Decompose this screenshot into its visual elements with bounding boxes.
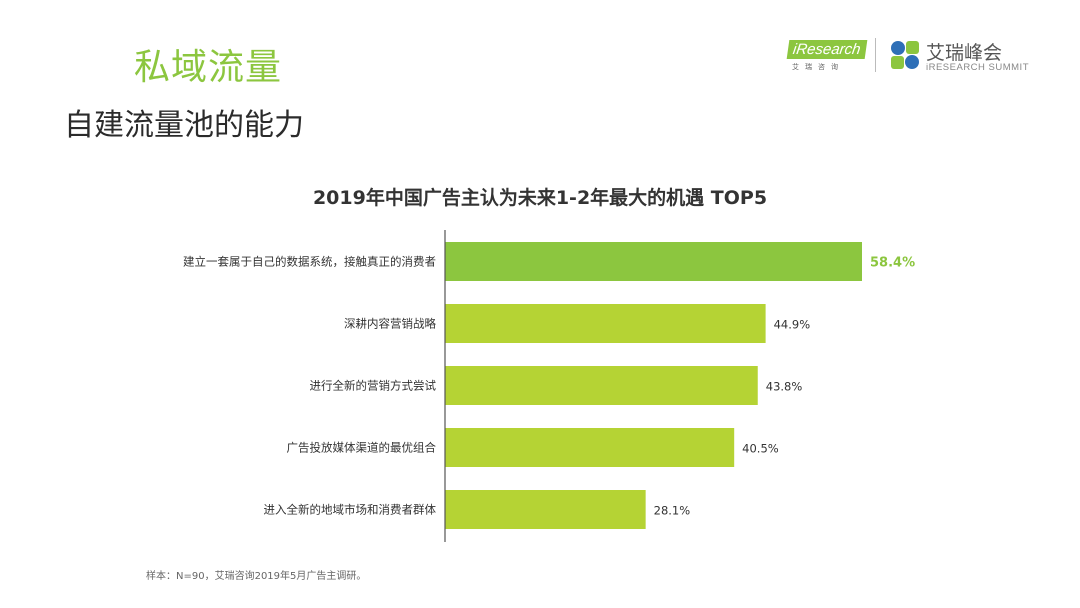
bar xyxy=(445,490,646,529)
footnote: 样本：N=90，艾瑞咨询2019年5月广告主调研。 xyxy=(146,571,367,582)
summit-logo-en: iRESEARCH SUMMIT xyxy=(926,62,1030,73)
bar xyxy=(445,304,766,343)
category-label: 深耕内容营销战略 xyxy=(344,317,436,331)
category-label: 建立一套属于自己的数据系统，接触真正的消费者 xyxy=(183,255,436,269)
value-label: 43.8% xyxy=(766,380,803,394)
summit-logo: 艾瑞峰会 iRESEARCH SUMMIT xyxy=(890,38,1040,78)
bar xyxy=(445,428,735,467)
category-label: 进入全新的地域市场和消费者群体 xyxy=(264,503,437,517)
value-label: 40.5% xyxy=(742,442,779,456)
value-label: 28.1% xyxy=(654,504,691,518)
iresearch-logo-word: iResearch xyxy=(786,40,867,59)
bar xyxy=(445,366,758,405)
summit-emblem-icon xyxy=(891,41,919,69)
bar xyxy=(445,242,862,281)
category-label: 广告投放媒体渠道的最优组合 xyxy=(287,441,437,455)
category-label: 进行全新的营销方式尝试 xyxy=(310,379,437,393)
logo-divider xyxy=(875,38,876,72)
slide-title: 自建流量池的能力 xyxy=(64,108,304,143)
section-title: 私域流量 xyxy=(134,47,283,88)
iresearch-logo-sub: 艾瑞咨询 xyxy=(792,63,844,71)
iresearch-logo: iResearch 艾瑞咨询 xyxy=(786,40,867,76)
value-label: 58.4% xyxy=(870,256,915,271)
summit-logo-cn: 艾瑞峰会 xyxy=(926,42,1003,64)
chart-title: 2019年中国广告主认为未来1-2年最大的机遇 TOP5 xyxy=(312,187,768,209)
bar-chart: 建立一套属于自己的数据系统，接触真正的消费者 58.4% 深耕内容营销战略 44.9%… xyxy=(183,230,915,542)
value-label: 44.9% xyxy=(774,318,811,332)
